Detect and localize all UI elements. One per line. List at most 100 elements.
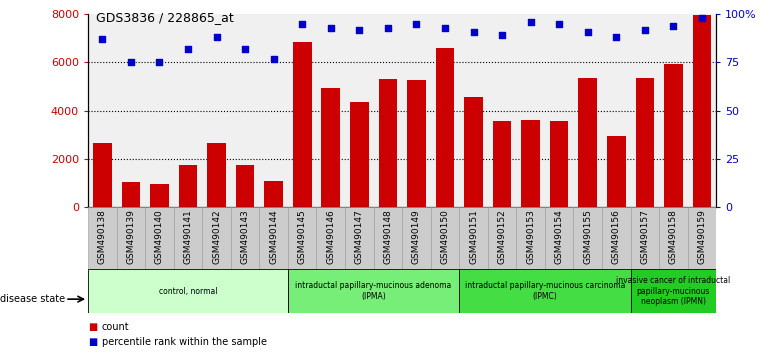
- Bar: [522, 120, 540, 207]
- Point: [667, 23, 679, 29]
- Bar: [488, 207, 516, 269]
- Point: [267, 56, 280, 61]
- Text: GSM490144: GSM490144: [269, 209, 278, 264]
- Point: [525, 19, 537, 25]
- Point: [467, 29, 480, 34]
- Point: [496, 33, 508, 38]
- Bar: [664, 64, 683, 207]
- Bar: [574, 207, 602, 269]
- Text: GDS3836 / 228865_at: GDS3836 / 228865_at: [96, 11, 234, 24]
- Bar: [659, 207, 688, 269]
- Point: [211, 34, 223, 40]
- Text: GSM490149: GSM490149: [412, 209, 421, 264]
- Text: GSM490154: GSM490154: [555, 209, 564, 264]
- Bar: [236, 165, 254, 207]
- Bar: [516, 207, 545, 269]
- Bar: [692, 15, 711, 207]
- Text: GSM490148: GSM490148: [383, 209, 392, 264]
- Point: [353, 27, 365, 33]
- Bar: [378, 79, 397, 207]
- Text: GSM490139: GSM490139: [126, 209, 136, 264]
- Bar: [602, 207, 630, 269]
- Point: [411, 21, 423, 27]
- Bar: [464, 97, 483, 207]
- Bar: [146, 207, 174, 269]
- Bar: [688, 207, 716, 269]
- Bar: [208, 143, 226, 207]
- Bar: [408, 80, 426, 207]
- Text: ■: ■: [88, 337, 97, 347]
- Point: [439, 25, 451, 30]
- Bar: [460, 207, 488, 269]
- Point: [581, 29, 594, 34]
- Text: GSM490156: GSM490156: [612, 209, 620, 264]
- Text: GSM490141: GSM490141: [184, 209, 192, 264]
- Text: GSM490151: GSM490151: [469, 209, 478, 264]
- Text: intraductal papillary-mucinous carcinoma
(IPMC): intraductal papillary-mucinous carcinoma…: [465, 281, 625, 301]
- Point: [696, 15, 708, 21]
- Point: [182, 46, 194, 52]
- Bar: [630, 207, 659, 269]
- Text: invasive cancer of intraductal
papillary-mucinous
neoplasm (IPMN): invasive cancer of intraductal papillary…: [617, 276, 731, 306]
- Text: GSM490157: GSM490157: [640, 209, 650, 264]
- Bar: [264, 181, 283, 207]
- Point: [325, 25, 337, 30]
- Bar: [93, 143, 112, 207]
- Bar: [322, 88, 340, 207]
- Bar: [178, 165, 198, 207]
- Bar: [288, 269, 460, 313]
- Point: [381, 25, 394, 30]
- Bar: [545, 207, 574, 269]
- Point: [553, 21, 565, 27]
- Bar: [350, 102, 368, 207]
- Bar: [316, 207, 345, 269]
- Text: GSM490153: GSM490153: [526, 209, 535, 264]
- Text: GSM490140: GSM490140: [155, 209, 164, 264]
- Bar: [88, 207, 116, 269]
- Bar: [436, 48, 454, 207]
- Bar: [550, 121, 568, 207]
- Text: intraductal papillary-mucinous adenoma
(IPMA): intraductal papillary-mucinous adenoma (…: [296, 281, 452, 301]
- Bar: [493, 121, 512, 207]
- Bar: [231, 207, 260, 269]
- Text: GSM490146: GSM490146: [326, 209, 336, 264]
- Text: control, normal: control, normal: [159, 287, 218, 296]
- Text: GSM490150: GSM490150: [440, 209, 450, 264]
- Point: [639, 27, 651, 33]
- Bar: [150, 184, 169, 207]
- Bar: [578, 78, 597, 207]
- Bar: [174, 207, 202, 269]
- Point: [125, 59, 137, 65]
- Text: disease state: disease state: [0, 294, 65, 304]
- Bar: [116, 207, 146, 269]
- Text: GSM490159: GSM490159: [697, 209, 706, 264]
- Bar: [260, 207, 288, 269]
- Text: GSM490152: GSM490152: [498, 209, 506, 264]
- Text: count: count: [102, 322, 129, 332]
- Text: GSM490147: GSM490147: [355, 209, 364, 264]
- Bar: [402, 207, 430, 269]
- Text: GSM490142: GSM490142: [212, 209, 221, 264]
- Text: GSM490158: GSM490158: [669, 209, 678, 264]
- Point: [611, 34, 623, 40]
- Bar: [374, 207, 402, 269]
- Point: [153, 59, 165, 65]
- Bar: [293, 42, 312, 207]
- Bar: [88, 269, 288, 313]
- Text: percentile rank within the sample: percentile rank within the sample: [102, 337, 267, 347]
- Bar: [202, 207, 231, 269]
- Bar: [630, 269, 716, 313]
- Bar: [636, 78, 654, 207]
- Point: [97, 36, 109, 42]
- Point: [296, 21, 309, 27]
- Text: ■: ■: [88, 322, 97, 332]
- Text: GSM490143: GSM490143: [241, 209, 250, 264]
- Bar: [607, 136, 626, 207]
- Point: [239, 46, 251, 52]
- Bar: [345, 207, 374, 269]
- Text: GSM490155: GSM490155: [583, 209, 592, 264]
- Text: GSM490138: GSM490138: [98, 209, 107, 264]
- Bar: [460, 269, 630, 313]
- Bar: [430, 207, 460, 269]
- Bar: [288, 207, 316, 269]
